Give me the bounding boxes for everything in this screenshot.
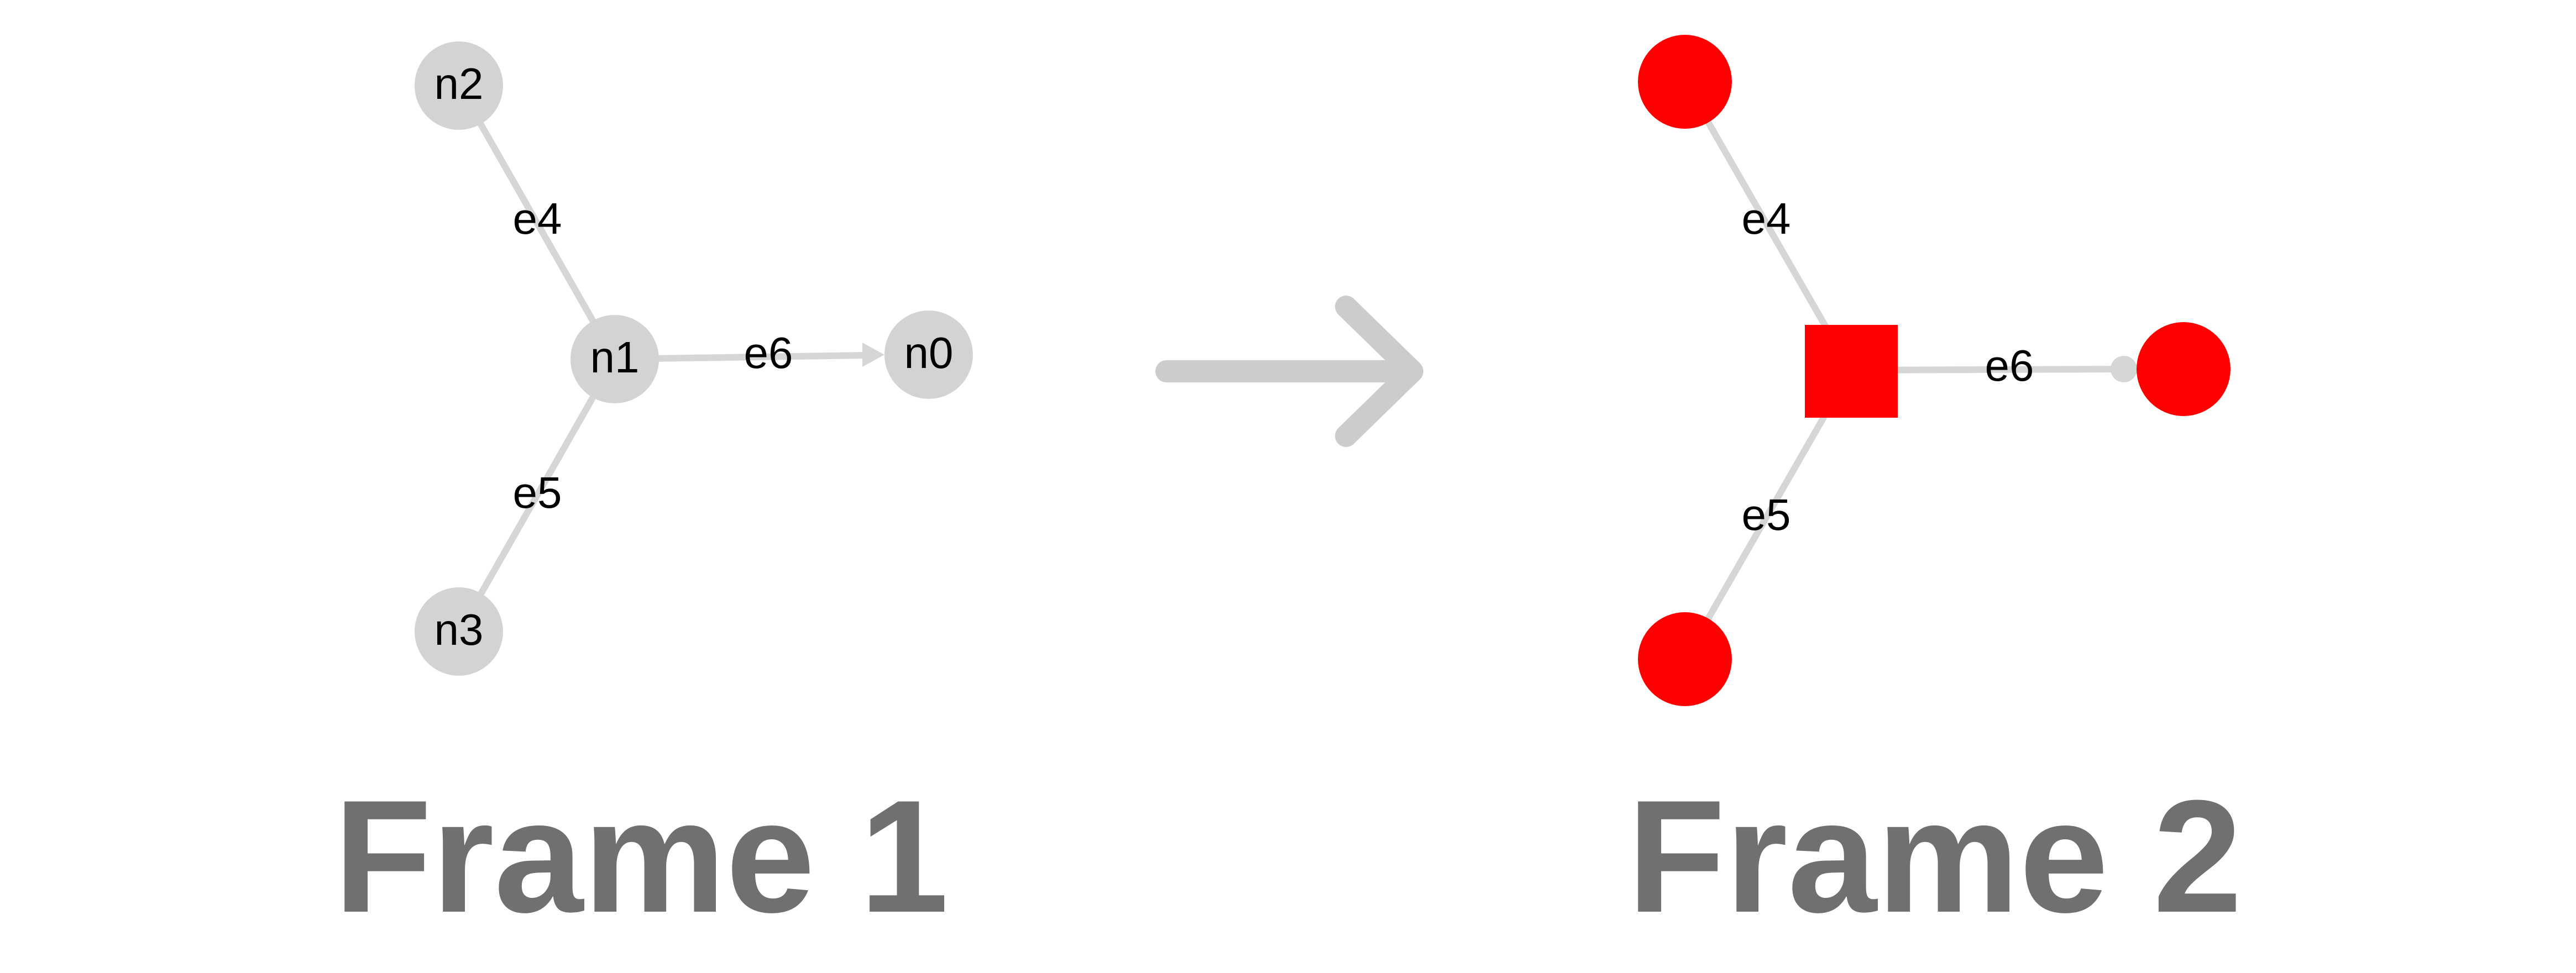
node-n3 (415, 587, 503, 676)
node-right (2137, 322, 2231, 416)
edge-label-e6: e6 (744, 328, 793, 377)
node-label-n2: n2 (434, 59, 484, 108)
node-bottom (1638, 612, 1732, 706)
edge-label-e4: e4 (513, 194, 562, 243)
frame-1-title: Frame 1 (334, 767, 949, 946)
edge-label-e6: e6 (1985, 341, 2034, 390)
transition-arrow-icon (1155, 296, 1423, 447)
node-n0 (884, 311, 973, 399)
edge-label-e5: e5 (1742, 490, 1791, 539)
frame-2-title: Frame 2 (1627, 767, 2242, 946)
node-top (1638, 35, 1732, 129)
frame-1: e4 e5 e6 n2 n1 n0 n3 Frame 1 (334, 41, 973, 946)
edge-e5 (1682, 367, 1854, 662)
node-center-square (1805, 325, 1898, 418)
edge-e4 (455, 82, 618, 362)
node-n2 (415, 41, 503, 130)
edge-e6-endpoint (2111, 356, 2137, 382)
edge-label-e5: e5 (513, 468, 562, 517)
edge-label-e4: e4 (1742, 194, 1791, 243)
edge-e5 (455, 356, 618, 636)
node-label-n3: n3 (434, 605, 484, 654)
node-label-n1: n1 (590, 333, 640, 382)
node-n1 (570, 315, 659, 403)
frame-2: e4 e5 e6 Frame 2 (1627, 35, 2242, 946)
edge-e4 (1682, 78, 1854, 374)
edge-e6-arrowhead (862, 343, 884, 367)
node-label-n0: n0 (904, 328, 954, 377)
